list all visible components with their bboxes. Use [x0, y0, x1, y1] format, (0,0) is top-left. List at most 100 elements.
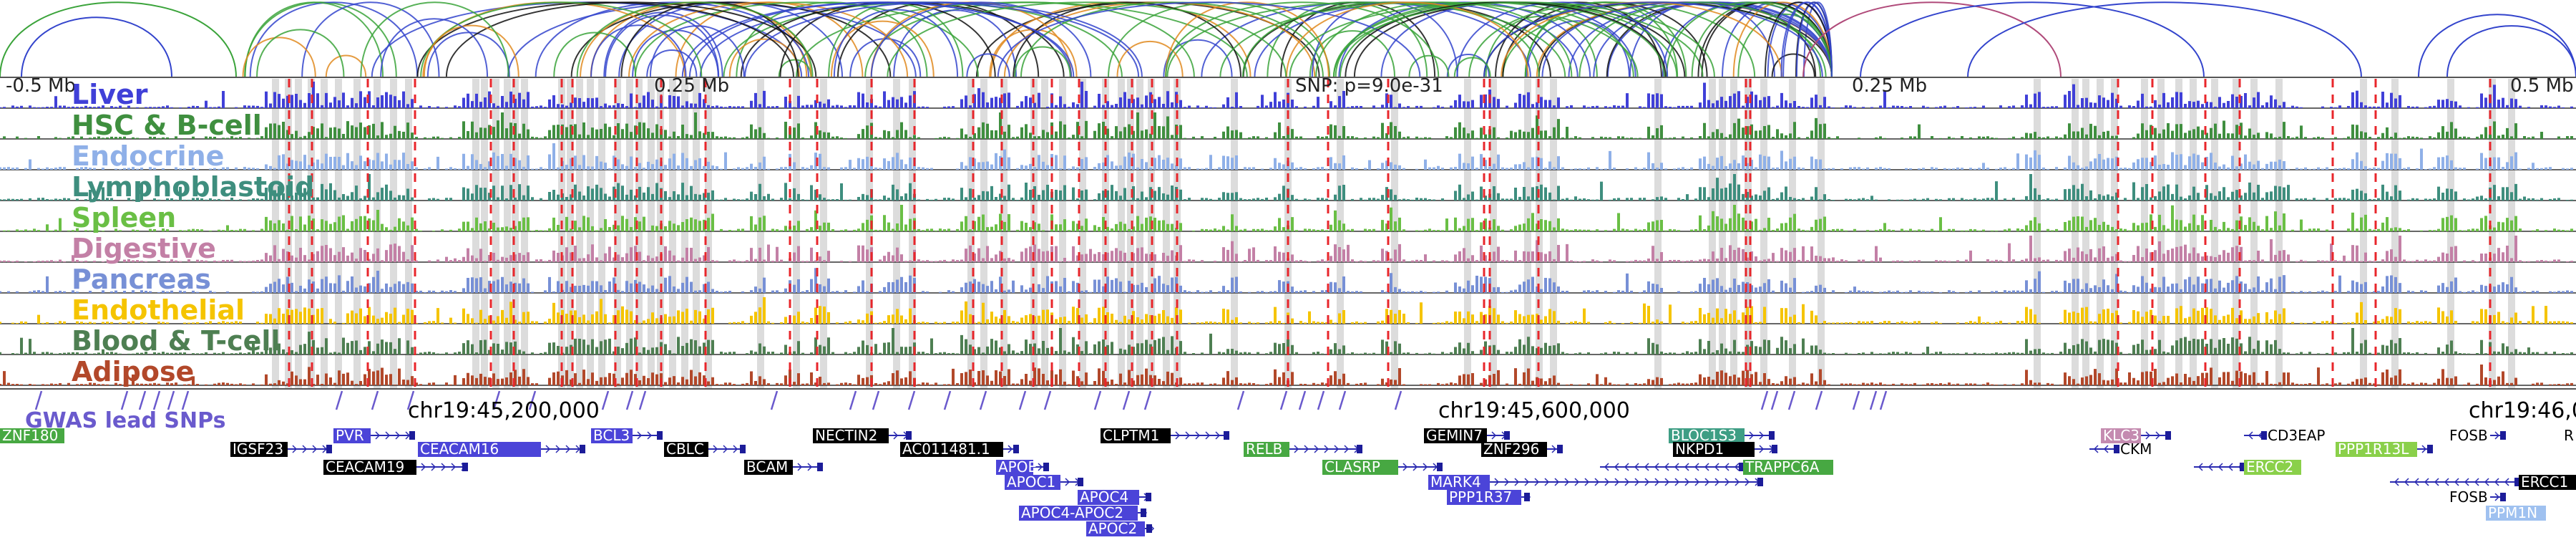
gene-label-box: [1673, 442, 1755, 457]
highlight-region: [405, 79, 412, 388]
gene-clptm1[interactable]: CLPTM1: [1101, 427, 1229, 444]
gene-ercc2[interactable]: ERCC2: [2194, 458, 2301, 476]
gene-label-box: [1424, 428, 1487, 443]
exon-block: [906, 431, 912, 440]
gene-trappc6a[interactable]: TRAPPC6A: [1600, 458, 1833, 476]
interaction-arc: [1483, 1, 1823, 78]
gene-apoc4-apoc2[interactable]: APOC4-APOC2: [1019, 504, 1148, 521]
interaction-arc: [1116, 41, 1184, 78]
gene-mark4[interactable]: MARK4: [1428, 473, 1763, 491]
gene-apoe[interactable]: APOE: [996, 458, 1049, 476]
gene-nectin2[interactable]: NECTIN2: [813, 427, 912, 444]
strand-arrows: [797, 463, 813, 471]
gene-igsf23[interactable]: IGSF23: [230, 440, 332, 458]
gene-apoc4[interactable]: APOC4: [1078, 488, 1151, 506]
highlight-region: [1524, 79, 1531, 388]
gwas-snp-tick: [1787, 390, 1796, 410]
gene-ac011481-1[interactable]: AC011481.1: [900, 440, 1019, 458]
gene-annotation-track[interactable]: ZNF180 IGSF23 PVR CEACAM16 CEACAM19 BCL3 CBLC B…: [0, 427, 2576, 537]
gene-bloc1s3[interactable]: BLOC1S3: [1669, 427, 1775, 444]
gene-cblc[interactable]: CBLC: [664, 440, 746, 458]
strand-arrows: [1604, 463, 1740, 471]
gene-ceacam19[interactable]: CEACAM19: [323, 458, 468, 476]
gene-znf180[interactable]: ZNF180: [0, 427, 64, 444]
interaction-arc: [1802, 1, 2062, 78]
highlight-region: [374, 79, 381, 388]
track-liver: [0, 82, 2576, 109]
gwas-snp-tick: [1317, 390, 1325, 410]
strand-arrows: [2394, 478, 2509, 486]
gene-gemin7[interactable]: GEMIN7: [1424, 427, 1510, 444]
gene-label: CD3EAP: [2268, 427, 2325, 444]
signal-peaks: [0, 143, 2573, 170]
gwas-snp-tick: [1394, 390, 1402, 410]
gene-label: PPM1N: [2488, 504, 2537, 521]
gene-znf296[interactable]: ZNF296: [1481, 440, 1563, 458]
gene-ppm1n[interactable]: PPM1N: [2486, 504, 2546, 521]
interaction-arc: [1014, 46, 1071, 78]
gene-ckm[interactable]: CKM: [2089, 440, 2152, 458]
gene-apoc2[interactable]: APOC2: [1086, 520, 1155, 537]
gene-r[interactable]: R: [2564, 427, 2574, 444]
axis-mid-left-label: 0.25 Mb: [654, 75, 729, 97]
gene-label: APOC4-APOC2: [1021, 504, 1123, 521]
gene-label-box: [333, 428, 371, 443]
gene-pvr[interactable]: PVR: [333, 427, 415, 444]
gene-bcam[interactable]: BCAM: [744, 458, 823, 476]
highlight-region: [1730, 79, 1737, 388]
track-label: HSC & B-cell: [72, 110, 262, 141]
gene-label: FOSB: [2449, 488, 2488, 506]
exon-block: [1739, 463, 1745, 471]
interaction-arc: [242, 37, 316, 78]
highlight-region: [1391, 79, 1398, 388]
gene-klc3[interactable]: KLC3: [2101, 427, 2171, 444]
track-label: Spleen: [72, 202, 176, 233]
gene-label: ZNF296: [1483, 440, 1539, 458]
gwas-snp-tick: [907, 390, 916, 410]
gene-fosb[interactable]: FOSB: [2449, 488, 2506, 506]
gene-label-box: [2101, 428, 2141, 443]
highlight-region: [820, 79, 827, 388]
highlight-region: [2250, 79, 2258, 388]
interaction-arc: [830, 20, 935, 78]
track-label: Endocrine: [72, 140, 224, 172]
gwas-snp-tick: [1869, 390, 1878, 410]
gene-cd3eap[interactable]: CD3EAP: [2244, 427, 2325, 444]
gene-label-box: [744, 460, 793, 475]
chr-coordinate-3: chr19:46,0: [2469, 398, 2576, 423]
gene-ppp1r37[interactable]: PPP1R37: [1447, 488, 1531, 506]
exon-block: [1146, 493, 1151, 501]
highlight-region: [893, 79, 900, 388]
gene-label-box: [323, 460, 416, 475]
gwas-snp-tick: [1298, 390, 1307, 410]
highlight-region: [1030, 79, 1038, 388]
gene-bcl3[interactable]: BCL3: [591, 427, 663, 444]
gwas-snp-tick: [167, 390, 175, 410]
exon-block: [1437, 463, 1443, 471]
exon-block: [740, 445, 746, 453]
highlight-region: [1148, 79, 1155, 388]
strand-arrows: [637, 431, 653, 440]
interaction-arc: [2418, 14, 2576, 78]
gene-relb[interactable]: RELB: [1244, 440, 1362, 458]
gene-apoc1[interactable]: APOC1: [1005, 473, 1083, 491]
gene-ppp1r13l[interactable]: PPP1R13L: [2336, 440, 2433, 458]
gene-fosb[interactable]: FOSB: [2449, 427, 2506, 444]
strand-arrows: [1008, 445, 1013, 453]
gene-label: TRAPPC6A: [1745, 458, 1820, 476]
highlight-region: [598, 79, 605, 388]
interaction-arc: [420, 1, 703, 78]
gene-ercc1[interactable]: ERCC1: [2390, 473, 2576, 491]
gene-ceacam16[interactable]: CEACAM16: [418, 440, 585, 458]
highlight-region: [1059, 79, 1066, 388]
interaction-arc: [1967, 1, 2362, 78]
gene-label: PPP1R37: [1449, 488, 1512, 506]
highlight-region: [1118, 79, 1125, 388]
exon-block: [1043, 463, 1049, 471]
gene-clasrp[interactable]: CLASRP: [1322, 458, 1443, 476]
signal-peaks: [3, 205, 2573, 231]
gene-nkpd1[interactable]: NKPD1: [1673, 440, 1777, 458]
highlight-region: [967, 79, 975, 388]
